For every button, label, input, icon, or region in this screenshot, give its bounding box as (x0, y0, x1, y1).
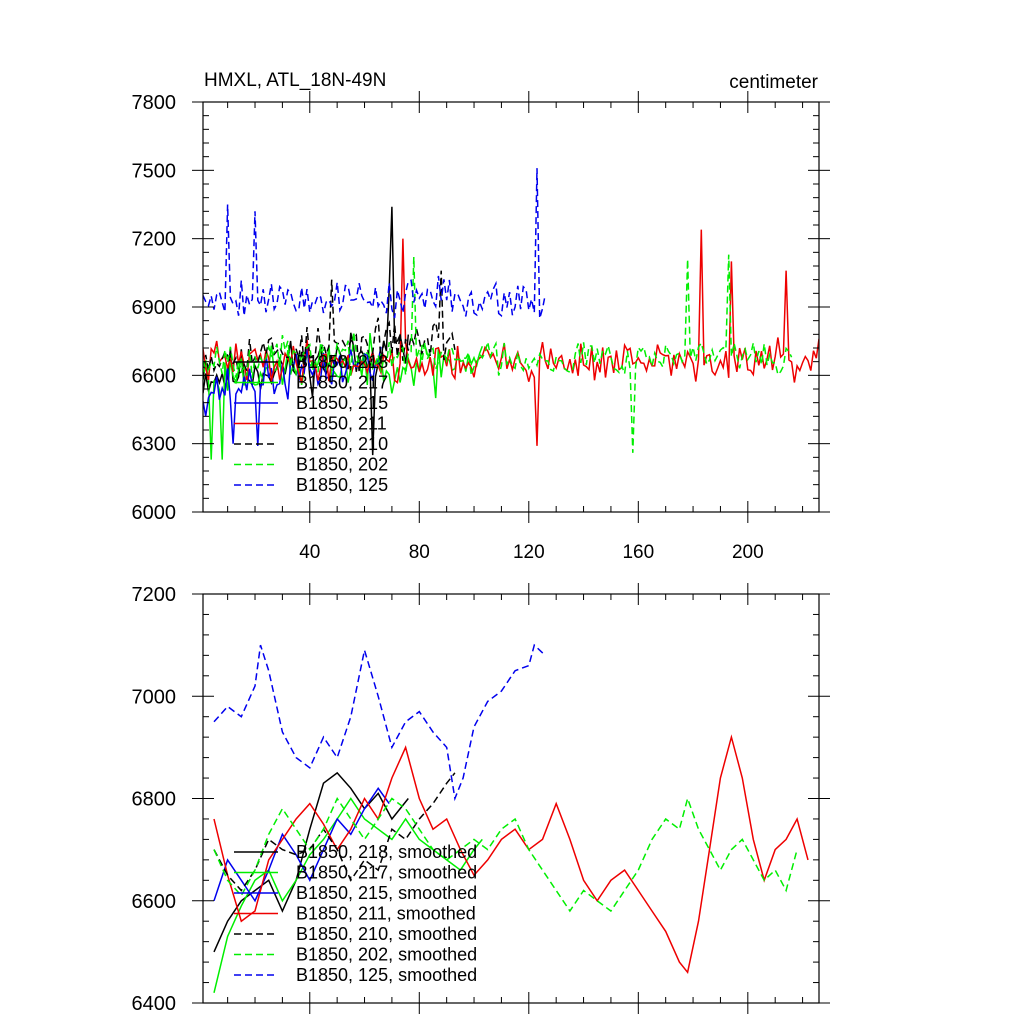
series-group (213, 643, 809, 993)
legend-label: B1850, 210 (296, 434, 388, 454)
legend-label: B1850, 125 (296, 475, 388, 495)
legend-label: B1850, 210, smoothed (296, 924, 477, 944)
y-tick-label: 7200 (132, 229, 177, 251)
legend-label: B1850, 202, smoothed (296, 945, 477, 965)
x-tick-label: 120 (513, 542, 545, 563)
legend-label: B1850, 218, smoothed (296, 842, 477, 862)
y-tick-label: 6600 (132, 365, 177, 387)
legend-label: B1850, 211, smoothed (296, 904, 476, 924)
legend-label: B1850, 202 (296, 455, 388, 475)
y-tick-label: 6400 (132, 993, 177, 1015)
legend-label: B1850, 125, smoothed (296, 965, 477, 985)
x-tick-label: 160 (622, 542, 654, 563)
figure-title: HMXL, ATL_18N-49N (204, 70, 386, 91)
series-line-b1850-125-smoothed (213, 643, 546, 802)
series-line-b1850-215-smoothed (213, 786, 390, 903)
x-tick-label: 80 (409, 542, 430, 563)
series-group (203, 168, 819, 460)
series-line-b1850-210 (203, 270, 456, 380)
legend-label: B1850, 217, smoothed (296, 863, 477, 883)
legend-label: B1850, 215 (296, 393, 388, 413)
bottom-panel: 6400 6600 6800 7000 7200 B1850, 218, smoothed… (132, 583, 830, 1015)
y-tick-label: 6300 (132, 434, 177, 456)
legend-label: B1850, 217 (296, 373, 388, 393)
legend-label: B1850, 218 (296, 352, 388, 372)
series-line-b1850-202 (203, 254, 793, 453)
x-tick-label: 200 (732, 542, 764, 563)
y-tick-label: 6800 (132, 789, 177, 811)
series-line-b1850-125 (203, 168, 546, 319)
y-tick-label: 7200 (132, 584, 177, 606)
series-line-b1850-202-smoothed (213, 795, 798, 913)
series-line-b1850-210-smoothed (213, 772, 456, 892)
y-tick-label: 6900 (132, 297, 177, 319)
y-tick-label: 6000 (132, 502, 177, 524)
legend-label: B1850, 211 (296, 414, 387, 434)
y-tick-label: 7500 (132, 160, 177, 182)
x-tick-label: 40 (299, 542, 320, 563)
y-tick-label: 7800 (132, 92, 177, 114)
y-tick-label: 6600 (132, 891, 177, 913)
top-panel: 40 80 120 160 200 6000 6300 6600 6900 7200 7500 780… (132, 91, 830, 563)
y-tick-label: 7000 (132, 686, 177, 708)
legend-label: B1850, 215, smoothed (296, 883, 477, 903)
units-label: centimeter (729, 72, 818, 93)
